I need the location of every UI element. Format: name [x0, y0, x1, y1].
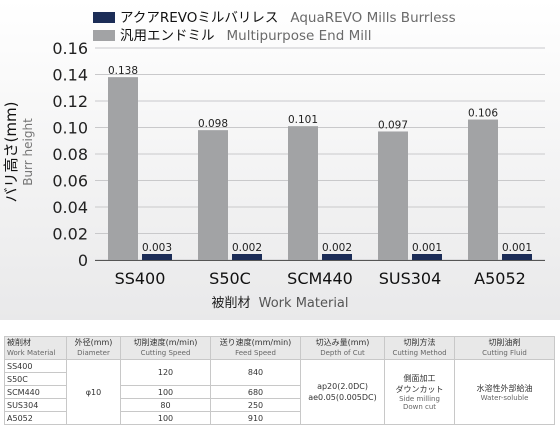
data-label-revo: 0.001 [502, 242, 532, 254]
method-jp-2: ダウンカット [395, 385, 444, 394]
header-cutting-fluid: 切削油剤 Cutting Fluid [454, 336, 555, 360]
legend-label-revo-en: AquaREVO Mills Burrless [290, 10, 456, 26]
feed-speed-cell: 910 [210, 411, 301, 425]
y-tick-label: 0.14 [52, 66, 88, 85]
material-cell: SCM440 [4, 385, 67, 399]
y-tick-label: 0 [78, 251, 88, 270]
x-axis-label-jp: 被削材 [211, 296, 251, 311]
chart-panel: 0 0.02 0.04 0.06 0.08 0.10 0.12 0.14 0.16 0.138 0.… [0, 0, 560, 320]
method-jp-1: 側面加工 [403, 374, 436, 383]
bar-revo [142, 254, 172, 260]
y-tick-label: 0.10 [52, 119, 88, 138]
legend-swatch-general [93, 30, 115, 41]
x-tick-label: S50C [209, 269, 251, 288]
data-label-revo: 0.002 [322, 242, 352, 254]
cutting-speed-cell: 100 [120, 411, 211, 425]
burr-height-chart: 0 0.02 0.04 0.06 0.08 0.10 0.12 0.14 0.16 0.138 0.… [52, 39, 545, 288]
diameter-cell: φ10 [66, 359, 121, 425]
x-tick-label: A5052 [474, 269, 526, 288]
data-label-revo: 0.003 [142, 242, 172, 254]
table-row: A5052 100 910 [4, 411, 555, 425]
cutting-speed-cell: 100 [120, 385, 211, 399]
header-work-material: 被削材 Work Material [4, 336, 67, 360]
data-label-general: 0.138 [108, 65, 138, 77]
feed-speed-cell: 250 [210, 398, 301, 412]
data-label-revo: 0.002 [232, 242, 262, 254]
table-row: SUS304 80 250 [4, 398, 555, 412]
legend-swatch-revo [93, 12, 115, 23]
header-cutting-method: 切削方法 Cutting Method [384, 336, 455, 360]
x-tick-label: SS400 [115, 269, 166, 288]
y-tick-label: 0.04 [52, 198, 88, 217]
data-label-general: 0.097 [378, 119, 408, 131]
feed-speed-cell: 680 [210, 385, 301, 399]
material-cell: S50C [4, 372, 67, 386]
y-tick-label: 0.08 [52, 145, 88, 164]
bar-general [378, 131, 408, 260]
material-cell: A5052 [4, 411, 67, 425]
y-axis-label-jp: バリ高さ(mm) [2, 101, 20, 203]
legend-label-revo-jp: アクアREVOミルバリレス [120, 10, 279, 26]
bar-general [288, 126, 318, 260]
depth-line-2: ae0.05(0.005DC) [308, 393, 377, 402]
legend-item-revo: アクアREVOミルバリレス AquaREVO Mills Burrless [93, 10, 456, 26]
y-axis-label-en: Burr height [21, 118, 35, 186]
bar-revo [232, 254, 262, 260]
cutting-method-cell: 側面加工 ダウンカット Side milling Down cut [384, 359, 455, 425]
header-depth-of-cut: 切込み量(mm) Depth of Cut [300, 336, 385, 360]
header-feed-speed: 送り速度(mm/min) Feed Speed [210, 336, 301, 360]
legend-label-general-jp: 汎用エンドミル [120, 28, 215, 44]
bar-revo [412, 254, 442, 260]
y-tick-label: 0.02 [52, 225, 88, 244]
cutting-conditions-table: 被削材 Work Material 外径(mm) Diameter 切削速度(m/m… [4, 336, 555, 425]
data-label-general: 0.101 [288, 114, 318, 126]
feed-speed-cell: 840 [210, 359, 301, 386]
x-tick-label: SUS304 [379, 269, 442, 288]
material-cell: SS400 [4, 359, 67, 373]
bar-revo [502, 254, 532, 260]
data-label-revo: 0.001 [412, 242, 442, 254]
cutting-speed-cell: 80 [120, 398, 211, 412]
header-diameter: 外径(mm) Diameter [66, 336, 121, 360]
fluid-en: Water-soluble [480, 393, 529, 402]
material-cell: SUS304 [4, 398, 67, 412]
y-axis-label: バリ高さ(mm) Burr height [2, 82, 46, 222]
table-header-row: 被削材 Work Material 外径(mm) Diameter 切削速度(m/m… [4, 336, 555, 360]
bar-revo [322, 254, 352, 260]
header-cutting-speed: 切削速度(m/min) Cutting Speed [120, 336, 211, 360]
bar-general [198, 130, 228, 260]
data-label-general: 0.106 [468, 108, 498, 120]
cutting-fluid-cell: 水溶性外部給油 Water-soluble [454, 359, 555, 425]
cutting-speed-cell: 120 [120, 359, 211, 386]
bar-general [108, 77, 138, 261]
legend-label-general-en: Multipurpose End Mill [226, 28, 372, 44]
bar-general [468, 119, 498, 260]
y-tick-label: 0.06 [52, 172, 88, 191]
depth-line-1: ap20(2.0DC) [317, 382, 368, 391]
data-label-general: 0.098 [198, 118, 228, 130]
method-en-1: Side milling [399, 395, 440, 403]
y-tick-label: 0.12 [52, 92, 88, 111]
legend-item-general: 汎用エンドミル Multipurpose End Mill [93, 28, 371, 44]
fluid-jp: 水溶性外部給油 [476, 383, 533, 393]
depth-of-cut-cell: ap20(2.0DC) ae0.05(0.005DC) [300, 359, 385, 425]
x-tick-label: SCM440 [287, 269, 353, 288]
x-axis-label: 被削材 Work Material [0, 292, 560, 311]
table-row: SS400 φ10 120 840 ap20(2.0DC) ae0.05(0.0… [4, 359, 555, 425]
x-axis-label-en: Work Material [258, 296, 349, 311]
y-tick-label: 0.16 [52, 39, 88, 58]
method-en-2: Down cut [402, 403, 437, 411]
